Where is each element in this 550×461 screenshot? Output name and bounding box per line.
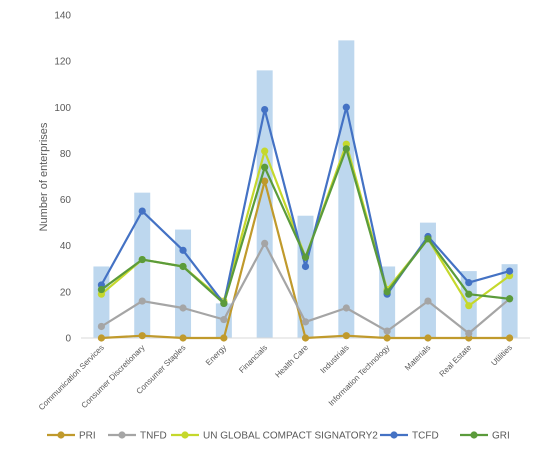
series-point [138,332,146,340]
x-tick-label: Real Estate [438,343,474,379]
series-point [424,297,432,305]
series-point [301,253,310,261]
x-tick-label: Communication Services [37,343,106,412]
series-point [261,147,269,155]
y-tick-label: 40 [60,241,72,252]
series-point [138,297,146,305]
y-tick-label: 100 [54,103,71,114]
series-point [301,262,310,271]
series-point [342,332,350,340]
series-point [424,334,432,342]
series-point [220,315,228,324]
bar [256,70,273,338]
series-point [261,239,269,248]
legend: PRI TNFD UN GLOBAL COMPACT SIGNATORY2 TCFD G… [47,431,510,442]
series-point [342,145,350,153]
legend-marker [470,431,478,439]
series-point [261,105,269,114]
bar [338,40,355,338]
series-point [465,329,473,337]
series-point [301,318,310,326]
series-point [465,279,473,287]
y-tick-label: 0 [65,334,71,345]
series-point [220,299,228,307]
y-tick-label: 140 [54,11,71,22]
y-tick-label: 20 [60,287,72,298]
series-point [179,262,187,271]
series-point [342,304,350,312]
series-point [179,304,187,312]
series-point [220,334,228,342]
series-point [138,207,146,215]
legend-marker [57,431,65,439]
legend-marker [181,431,189,439]
series-point [301,334,310,342]
series-point [505,295,514,303]
series-point [383,334,391,342]
series-point [179,246,187,254]
series-point [383,327,391,335]
series-point [383,288,391,296]
series-point [342,103,350,111]
x-tick-label: Materials [403,343,432,372]
series-point [465,290,473,298]
series-point [97,322,106,331]
x-tick-label: Industrials [319,343,351,375]
legend-marker [390,431,398,439]
bar [419,222,436,338]
legend-label: TNFD [140,431,167,442]
y-tick-label: 80 [60,149,72,160]
legend-label: TCFD [412,431,439,442]
series-point [261,177,269,185]
x-tick-label: Utilities [489,343,514,368]
series-point [261,163,269,171]
x-tick-label: Health Care [273,343,310,380]
x-tick-label: Energy [204,343,228,367]
x-tick-label: Financials [237,343,269,375]
series-point [465,302,473,310]
series-point [424,235,432,243]
series-point [97,334,106,342]
legend-label: GRI [492,431,510,442]
series-point [97,285,106,294]
series-point [138,255,146,264]
series-point [179,334,187,342]
legend-marker [118,431,126,439]
y-axis-title: Number of enterprises [38,122,50,231]
bar [93,266,110,338]
series-point [505,267,514,275]
legend-label: PRI [79,431,96,442]
series-point [505,334,514,342]
y-tick-label: 120 [54,57,71,68]
bars-layer [93,40,518,338]
lines-layer [97,103,514,342]
legend-label: UN GLOBAL COMPACT SIGNATORY2 [203,431,378,442]
y-tick-label: 60 [60,195,72,206]
